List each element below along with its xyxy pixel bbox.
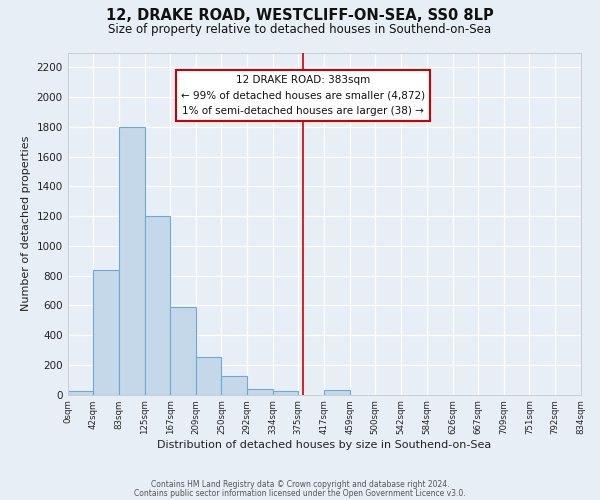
Bar (145, 216, 170, 394)
Bar (68, 391, 94, 394)
Bar (324, 390, 350, 394)
Text: 12 DRAKE ROAD: 383sqm
← 99% of detached houses are smaller (4,872)
1% of semi-de: 12 DRAKE ROAD: 383sqm ← 99% of detached … (181, 75, 425, 116)
Bar (273, 391, 298, 394)
Bar (119, 127, 145, 394)
Bar (196, 357, 221, 395)
Text: Contains HM Land Registry data © Crown copyright and database right 2024.: Contains HM Land Registry data © Crown c… (151, 480, 449, 489)
Text: Size of property relative to detached houses in Southend-on-Sea: Size of property relative to detached ho… (109, 22, 491, 36)
X-axis label: Distribution of detached houses by size in Southend-on-Sea: Distribution of detached houses by size … (157, 440, 491, 450)
Bar (221, 376, 247, 394)
Y-axis label: Number of detached properties: Number of detached properties (21, 136, 31, 312)
Text: 12, DRAKE ROAD, WESTCLIFF-ON-SEA, SS0 8LP: 12, DRAKE ROAD, WESTCLIFF-ON-SEA, SS0 8L… (106, 8, 494, 22)
Bar (94, 270, 119, 394)
Bar (247, 389, 273, 394)
Text: Contains public sector information licensed under the Open Government Licence v3: Contains public sector information licen… (134, 489, 466, 498)
Bar (170, 307, 196, 394)
